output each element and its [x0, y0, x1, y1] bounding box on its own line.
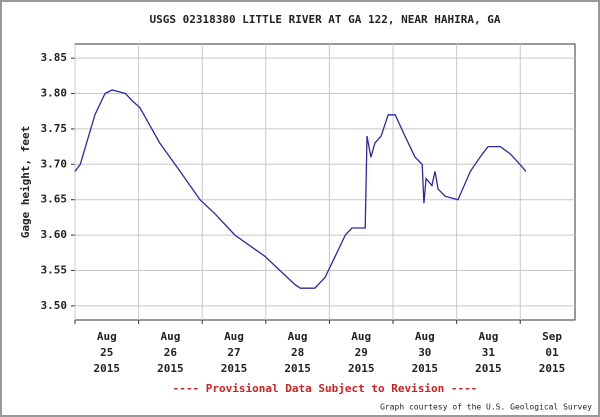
- x-tick-label: 25: [100, 346, 113, 359]
- data-line: [74, 89, 527, 289]
- y-tick-label: 3.60: [41, 228, 68, 241]
- x-tick-label: 2015: [157, 362, 184, 375]
- x-tick-label: Aug: [97, 330, 117, 343]
- x-tick-label: 2015: [284, 362, 311, 375]
- y-tick-label: 3.70: [41, 157, 68, 170]
- y-axis-label: Gage height, feet: [19, 126, 32, 239]
- x-tick-label: 30: [418, 346, 431, 359]
- chart-title: USGS 02318380 LITTLE RIVER AT GA 122, NE…: [150, 13, 501, 26]
- x-tick-label: Aug: [351, 330, 371, 343]
- x-tick-label: 01: [545, 346, 559, 359]
- x-tick-label: 2015: [221, 362, 248, 375]
- credit: Graph courtesy of the U.S. Geological Su…: [380, 403, 592, 412]
- y-tick-label: 3.85: [41, 51, 68, 64]
- y-tick-label: 3.50: [41, 299, 68, 312]
- x-tick-label: 27: [227, 346, 240, 359]
- footer-note: ---- Provisional Data Subject to Revisio…: [173, 382, 478, 395]
- x-tick-label: Aug: [288, 330, 308, 343]
- x-tick-label: 26: [164, 346, 178, 359]
- x-tick-label: 2015: [348, 362, 375, 375]
- x-tick-label: 28: [291, 346, 304, 359]
- x-tick-label: 2015: [475, 362, 502, 375]
- y-tick-label: 3.65: [41, 193, 68, 206]
- y-tick-label: 3.80: [41, 87, 68, 100]
- x-tick-label: Aug: [415, 330, 435, 343]
- x-tick-label: 31: [482, 346, 496, 359]
- x-tick-label: Aug: [224, 330, 244, 343]
- x-tick-label: 2015: [539, 362, 566, 375]
- y-tick-label: 3.55: [41, 263, 68, 276]
- x-tick-label: 2015: [412, 362, 439, 375]
- x-tick-label: 2015: [94, 362, 121, 375]
- x-tick-label: Sep: [542, 330, 562, 343]
- y-tick-label: 3.75: [41, 122, 68, 135]
- x-tick-label: Aug: [160, 330, 180, 343]
- x-tick-label: Aug: [478, 330, 498, 343]
- plot-area: [74, 43, 576, 321]
- x-tick-label: 29: [355, 346, 368, 359]
